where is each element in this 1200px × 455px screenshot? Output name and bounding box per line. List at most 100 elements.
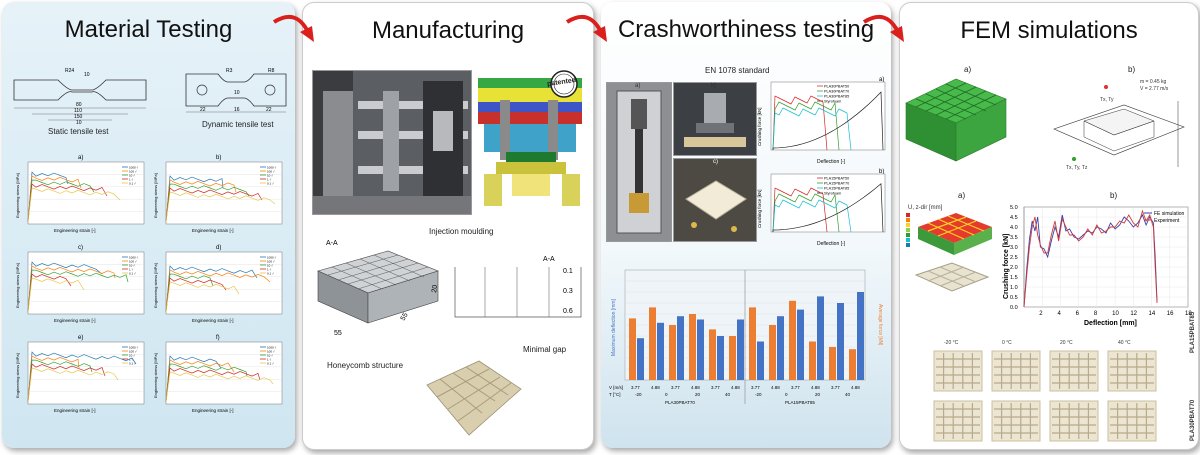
dim-55a: 55 bbox=[334, 330, 342, 337]
bar-t-value: 0 bbox=[785, 392, 788, 397]
crush-curve bbox=[772, 107, 852, 151]
fem-setup-wireframe bbox=[1053, 85, 1185, 167]
crush-curve bbox=[772, 193, 840, 233]
crush-legend-entry: PLA30PBAT50 bbox=[824, 85, 849, 89]
crush-chart-ylabel: Crushing force [kN] bbox=[757, 189, 762, 228]
material-testing-panel: Material Testing R24 10 80 110 150 10 St… bbox=[2, 2, 295, 448]
stress-curve bbox=[27, 269, 129, 313]
stress-legend-entry: 0.1 √ bbox=[129, 272, 136, 276]
stress-legend-entry: 1 √ bbox=[267, 178, 272, 182]
en1078-label: EN 1078 standard bbox=[705, 66, 770, 75]
honeycomb-label: Honeycomb structure bbox=[327, 361, 404, 370]
stress-chart-ylabel: Engineering stress [MPa] bbox=[153, 173, 158, 218]
fem-chart-xtick: 16 bbox=[1167, 311, 1174, 317]
stress-curve bbox=[27, 355, 80, 403]
bar-blue bbox=[737, 319, 744, 380]
fem-chart-ytick: 0.0 bbox=[1010, 305, 1018, 311]
stress-curve bbox=[27, 183, 108, 223]
crush-legend-entry: Styrofoam bbox=[824, 100, 841, 104]
crushed-sample-photo bbox=[933, 350, 983, 392]
dim-20: 20 bbox=[431, 284, 439, 293]
bar-t-value: 20 bbox=[815, 392, 821, 397]
crush-chart-xlabel: Deflection [-] bbox=[817, 241, 846, 247]
fem-chart-xtick: 14 bbox=[1149, 311, 1156, 317]
crush-chart-xlabel: Deflection [-] bbox=[817, 159, 846, 165]
fem-chart-ytick: 1.0 bbox=[1010, 285, 1018, 291]
stress-curve bbox=[165, 371, 274, 403]
fem-chart-ytick: 5.0 bbox=[1010, 205, 1018, 211]
static-dim-110: 110 bbox=[74, 108, 82, 114]
stress-curve bbox=[27, 187, 121, 223]
stress-curve bbox=[27, 273, 72, 313]
stress-chart-ylabel: Engineering stress [MPa] bbox=[15, 263, 20, 308]
bar-blue bbox=[717, 336, 724, 380]
fem-chart-xtick: 6 bbox=[1076, 311, 1080, 317]
dyn-dim-22b: 22 bbox=[266, 107, 272, 113]
static-dim-10: 10 bbox=[84, 72, 90, 78]
crush-curve bbox=[772, 183, 884, 233]
stress-legend-entry: 100 √ bbox=[129, 260, 137, 264]
photo-label-c: c) bbox=[713, 159, 718, 165]
stress-curve bbox=[27, 363, 106, 403]
stress-curve bbox=[165, 359, 235, 403]
mass-text: m = 0.45 kg bbox=[1140, 79, 1167, 85]
stress-curve bbox=[165, 265, 258, 313]
crush-legend-entry: Styrofoam bbox=[824, 192, 841, 196]
fem-legend-entry: Experiment bbox=[1154, 218, 1180, 224]
stress-curve bbox=[165, 179, 237, 223]
bar-t-value: -20 bbox=[635, 392, 642, 397]
stress-legend-entry: 10 √ bbox=[267, 354, 273, 358]
crushed-sample-photo bbox=[991, 400, 1041, 442]
static-dim-10b: 10 bbox=[76, 120, 82, 124]
fem-legend-entry: FE simulation bbox=[1154, 211, 1185, 217]
stress-curve bbox=[27, 171, 69, 223]
fem-chart-ytick: 2.5 bbox=[1010, 255, 1018, 261]
stress-chart-letter: e) bbox=[78, 335, 83, 341]
arrow-icon-3 bbox=[862, 14, 904, 42]
stress-curve bbox=[27, 179, 95, 223]
stress-strain-chart-6: f) Engineering strain [-] Engineering stre… bbox=[153, 335, 283, 413]
gap-01: 0.1 bbox=[563, 268, 573, 275]
stress-legend-entry: 100 √ bbox=[129, 170, 137, 174]
stress-legend-entry: 10 √ bbox=[129, 174, 135, 178]
injection-moulding-label: Injection moulding bbox=[429, 227, 494, 236]
crush-chart-ylabel: Crushing force [kN] bbox=[757, 107, 762, 146]
temperature-label: -20 °C bbox=[944, 340, 959, 346]
fem-label-a: a) bbox=[964, 65, 972, 74]
stress-legend-entry: 10 √ bbox=[129, 354, 135, 358]
stress-chart-xlabel: Engineering strain [-] bbox=[192, 408, 234, 413]
fem-chart-xlabel: Deflection [mm] bbox=[1084, 320, 1137, 327]
crushed-sample-photo bbox=[933, 400, 983, 442]
stress-curve bbox=[165, 269, 271, 313]
stress-curve bbox=[27, 359, 93, 403]
bar-v-value: 3.77 bbox=[751, 385, 760, 390]
crush-legend-entry: PLA30PBAT85 bbox=[824, 95, 849, 99]
stress-chart-ylabel: Engineering stress [MPa] bbox=[15, 173, 20, 218]
support-bc-label: Tx, Ty, Tz bbox=[1066, 165, 1088, 171]
stress-legend-entry: 10 √ bbox=[129, 264, 135, 268]
bar-t-value: 40 bbox=[725, 392, 731, 397]
static-dim-r24: R24 bbox=[65, 68, 74, 74]
injection-machine-photo bbox=[312, 70, 472, 215]
fem-label-b: b) bbox=[1128, 65, 1136, 74]
stress-legend-entry: 1 √ bbox=[129, 358, 134, 362]
stress-legend-entry: 0.1 √ bbox=[267, 182, 274, 186]
bar-orange bbox=[669, 325, 676, 380]
stress-strain-chart-3: c) Engineering strain [-] Engineering stre… bbox=[15, 245, 145, 323]
displacement-legend-title: U, z-dir [mm] bbox=[908, 205, 943, 211]
crushed-sample-photo bbox=[1049, 350, 1099, 392]
stress-legend-entry: 100 √ bbox=[129, 350, 137, 354]
stress-legend-entry: 100 √ bbox=[267, 350, 275, 354]
crushing-force-chart-b: b) Crushing force [kN] Deflection [-] PLA15… bbox=[757, 169, 886, 247]
crush-curve bbox=[772, 199, 852, 233]
stress-chart-letter: c) bbox=[78, 245, 83, 251]
photo-label-b: b) bbox=[711, 83, 717, 89]
bar-y-left-label: Maximum deflection [mm] bbox=[611, 298, 617, 356]
bar-orange bbox=[689, 314, 696, 380]
crushed-sample-photo bbox=[1107, 350, 1157, 392]
fem-chart-ytick: 3.5 bbox=[1010, 235, 1018, 241]
gap-section-drawing: A-A 0.1 0.3 0.6 bbox=[454, 256, 582, 318]
bar-orange bbox=[789, 300, 796, 380]
arrow-icon-2 bbox=[565, 14, 607, 42]
bar-blue bbox=[777, 316, 784, 380]
